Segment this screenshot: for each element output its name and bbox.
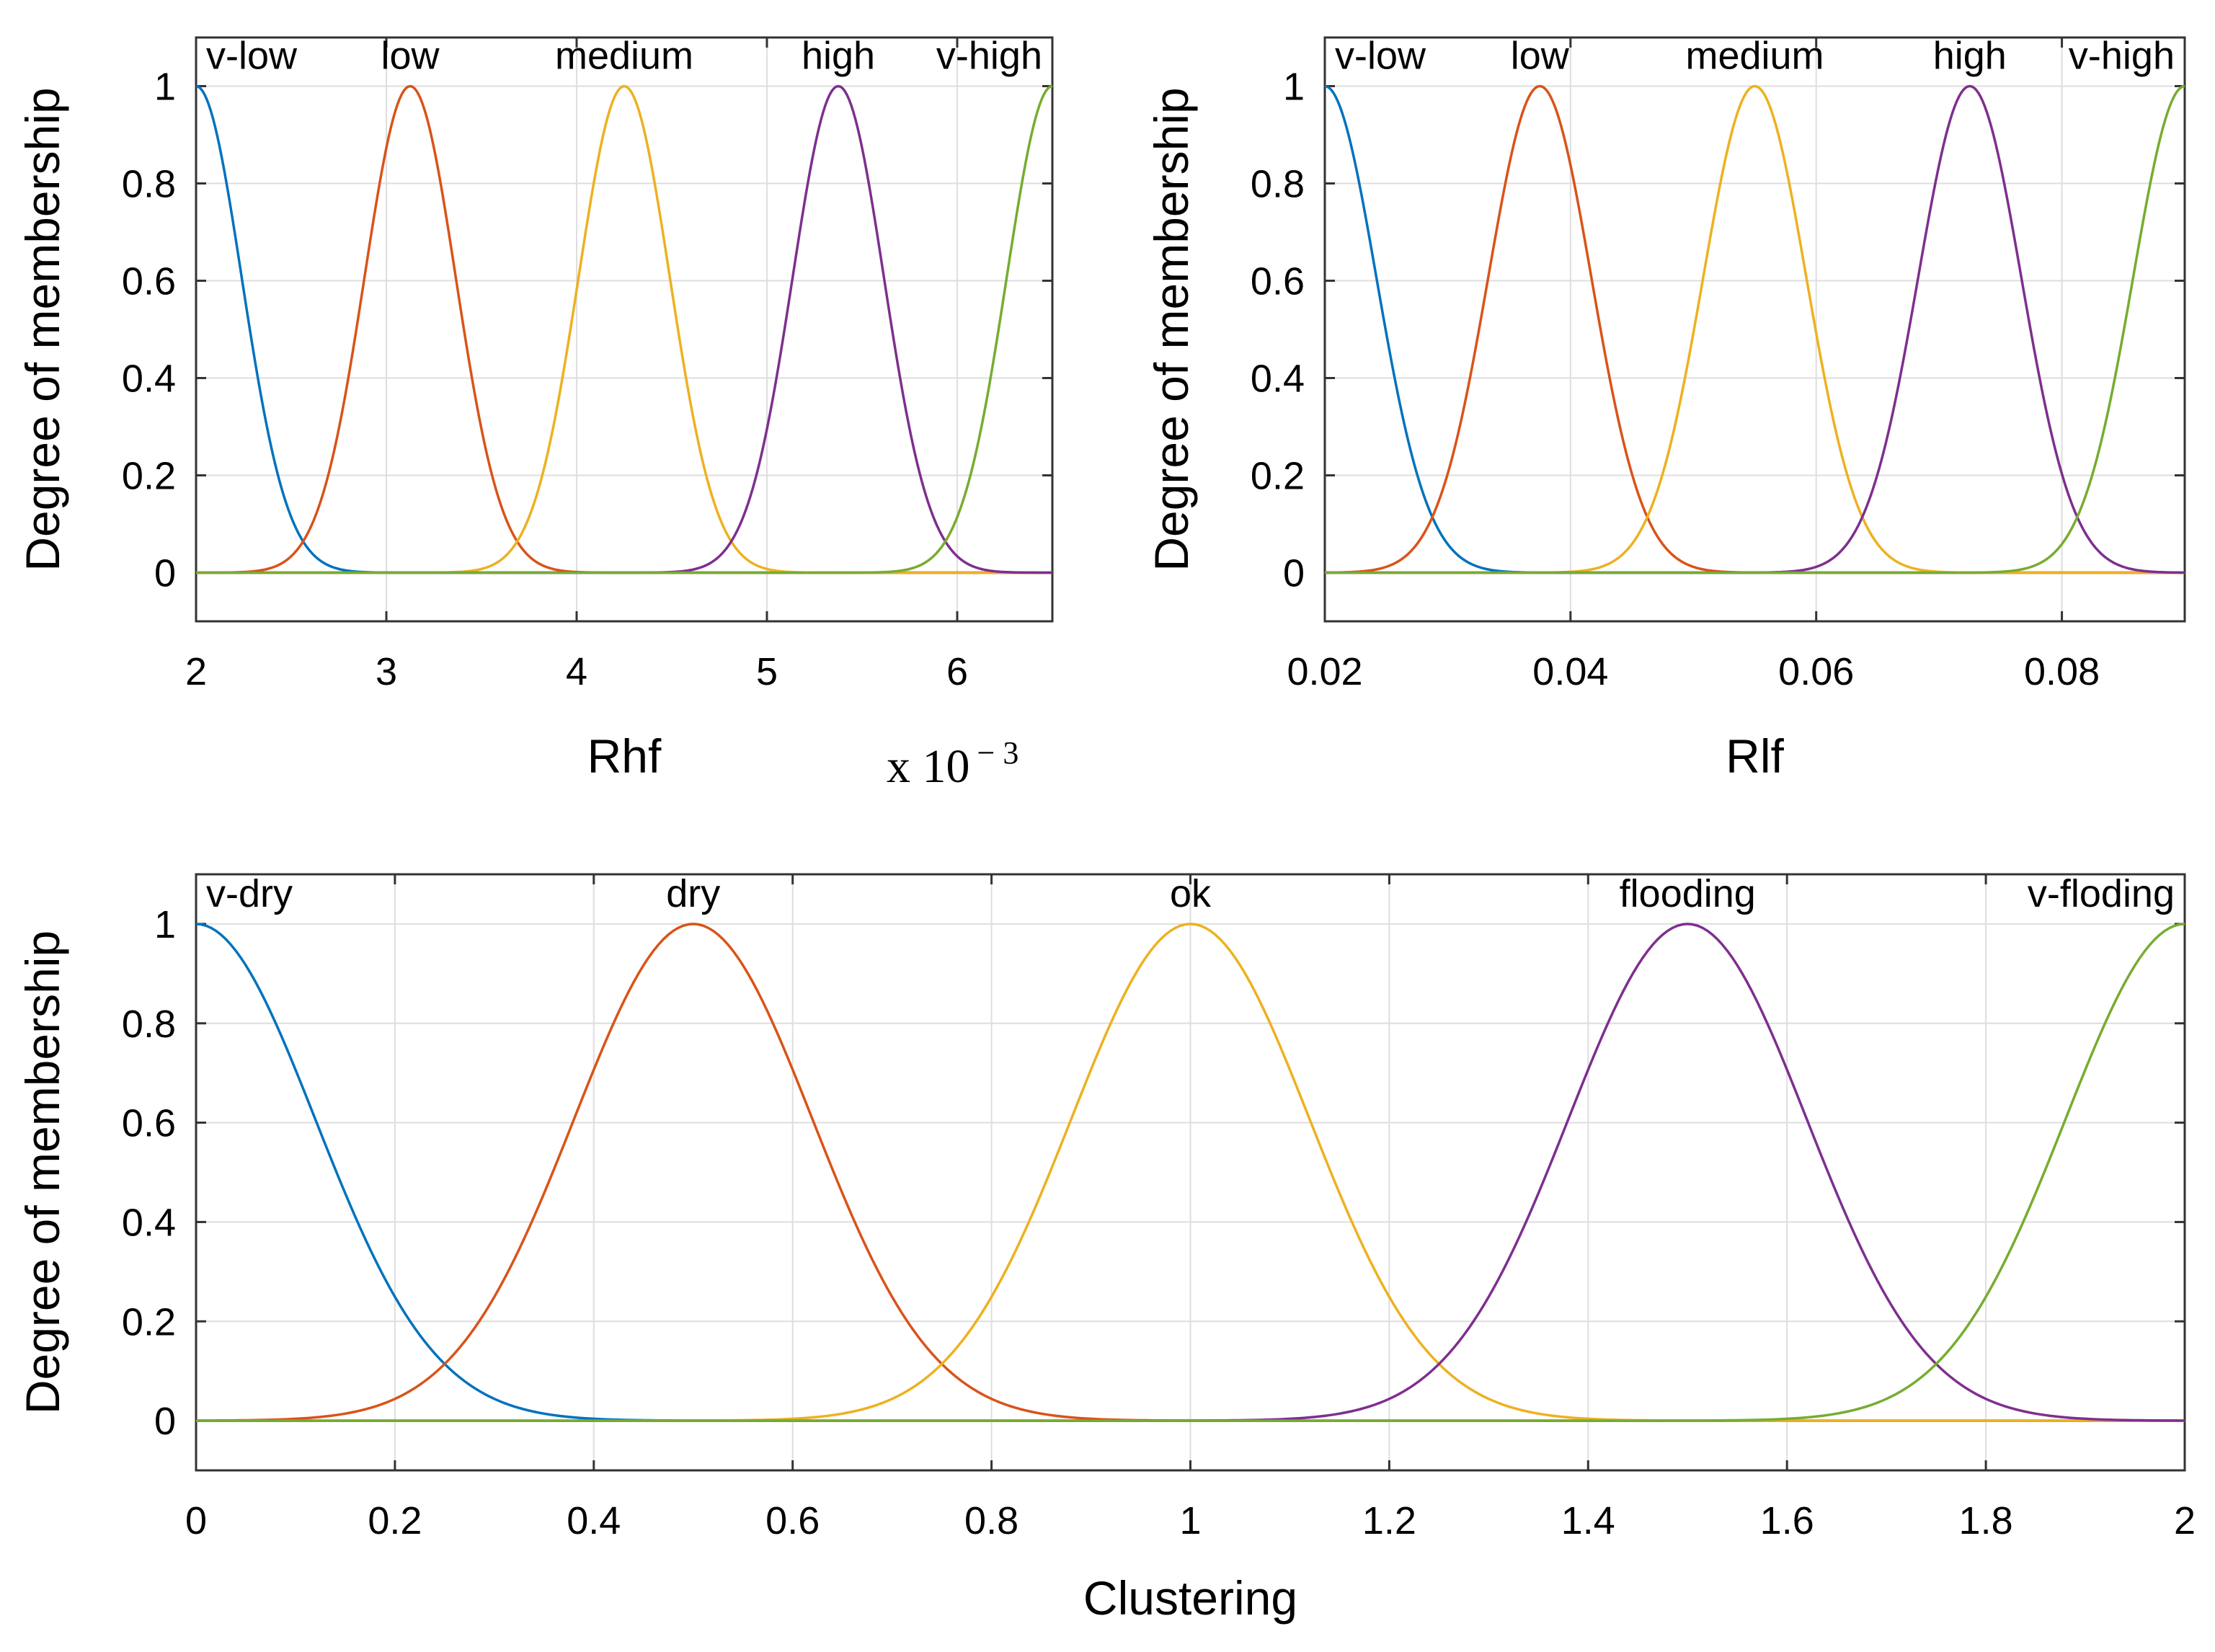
series-label-flooding: flooding — [1620, 872, 1756, 915]
y-tick-label: 1 — [154, 66, 176, 109]
x-tick-label: 0.4 — [567, 1499, 621, 1542]
chart-panel-1: 2 3 4 5 6 0 0.2 0.4 0.6 0.8 1 Rhf Degree of membersh… — [16, 35, 1054, 793]
series-label-v-low: v-low — [206, 35, 298, 78]
series-line-low — [1325, 84, 2185, 574]
y-tick-label: 0.2 — [1251, 455, 1305, 498]
x-axis-multiplier: x 10− 3 — [887, 735, 1018, 793]
y-tick-label: 0 — [154, 1400, 176, 1443]
series-label-v-floding: v-floding — [2028, 872, 2175, 915]
x-axis-label: Rhf — [587, 729, 662, 783]
x-axis-label: Clustering — [1083, 1571, 1297, 1625]
y-tick-label: 0.4 — [122, 1201, 176, 1244]
y-tick-label: 1 — [1283, 66, 1305, 109]
series-label-v-high: v-high — [2069, 35, 2175, 78]
series-line-v-low — [196, 84, 1052, 574]
series-label-ok: ok — [1170, 872, 1212, 915]
x-tick-label: 1.2 — [1362, 1499, 1416, 1542]
y-axis-label: Degree of membership — [1145, 87, 1198, 571]
series-line-v-high — [1325, 84, 2185, 574]
y-tick-label: 0.2 — [122, 455, 176, 498]
series-label-low: low — [381, 35, 440, 78]
y-tick-label: 1 — [154, 903, 176, 946]
x-tick-label: 5 — [756, 650, 778, 693]
x-tick-label: 1 — [1179, 1499, 1201, 1542]
x-tick-label: 0.6 — [765, 1499, 820, 1542]
x-tick-label: 0.8 — [964, 1499, 1018, 1542]
y-axis-label: Degree of membership — [16, 931, 69, 1414]
chart-panel-2: 0.02 0.04 0.06 0.08 0 0.2 0.4 0.6 0.8 1 Rlf Degree … — [1145, 35, 2186, 783]
x-tick-label: 4 — [566, 650, 587, 693]
series-line-medium — [1325, 84, 2185, 574]
x-axis-multiplier-exponent: − 3 — [977, 735, 1019, 771]
y-tick-label: 0.4 — [122, 358, 176, 401]
series-line-low — [196, 84, 1052, 574]
x-tick-label: 0.2 — [368, 1499, 422, 1542]
axes-frame — [195, 36, 1054, 623]
series-label-v-low: v-low — [1335, 35, 1426, 78]
series-line-medium — [196, 84, 1052, 574]
series-label-v-high: v-high — [936, 35, 1042, 78]
y-tick-label: 0.2 — [122, 1300, 176, 1344]
y-axis-label: Degree of membership — [16, 87, 69, 571]
y-tick-label: 0 — [1283, 552, 1305, 595]
x-tick-label: 0 — [185, 1499, 207, 1542]
series-line-high — [196, 84, 1052, 574]
x-tick-label: 2 — [185, 650, 207, 693]
x-tick-label: 3 — [376, 650, 397, 693]
series-label-high: high — [1933, 35, 2007, 78]
x-axis-multiplier-base: x 10 — [887, 740, 970, 793]
chart-panel-3: 0 0.2 0.4 0.6 0.8 1 1.2 1.4 1.6 1.8 2 0 0.2 0.4 0.6 0.8… — [16, 872, 2196, 1625]
y-tick-label: 0.8 — [1251, 163, 1305, 206]
series-label-medium: medium — [555, 35, 693, 78]
axes-frame — [1323, 36, 2186, 623]
x-tick-label: 1.6 — [1760, 1499, 1814, 1542]
x-tick-label: 0.08 — [2024, 650, 2100, 693]
x-tick-label: 1.4 — [1561, 1499, 1615, 1542]
series-line-v-high — [196, 84, 1052, 574]
series-label-dry: dry — [666, 872, 720, 915]
series-line-high — [1325, 84, 2185, 574]
y-tick-label: 0.6 — [1251, 260, 1305, 303]
series-label-high: high — [802, 35, 875, 78]
y-tick-label: 0 — [154, 552, 176, 595]
series-label-v-dry: v-dry — [206, 872, 293, 915]
x-tick-label: 0.02 — [1287, 650, 1362, 693]
y-tick-label: 0.8 — [122, 1003, 176, 1046]
series-line-v-floding — [196, 923, 2185, 1422]
y-tick-label: 0.6 — [122, 1102, 176, 1145]
y-tick-label: 0.6 — [122, 260, 176, 303]
x-tick-label: 2 — [2174, 1499, 2196, 1542]
x-axis-label: Rlf — [1726, 729, 1784, 783]
x-tick-label: 1.8 — [1959, 1499, 2013, 1542]
y-tick-label: 0.8 — [122, 163, 176, 206]
x-tick-label: 6 — [946, 650, 968, 693]
x-tick-label: 0.06 — [1778, 650, 1854, 693]
x-tick-label: 0.04 — [1532, 650, 1608, 693]
series-label-medium: medium — [1685, 35, 1824, 78]
series-label-low: low — [1511, 35, 1570, 78]
y-tick-label: 0.4 — [1251, 358, 1305, 401]
series-line-v-low — [1325, 84, 2185, 574]
